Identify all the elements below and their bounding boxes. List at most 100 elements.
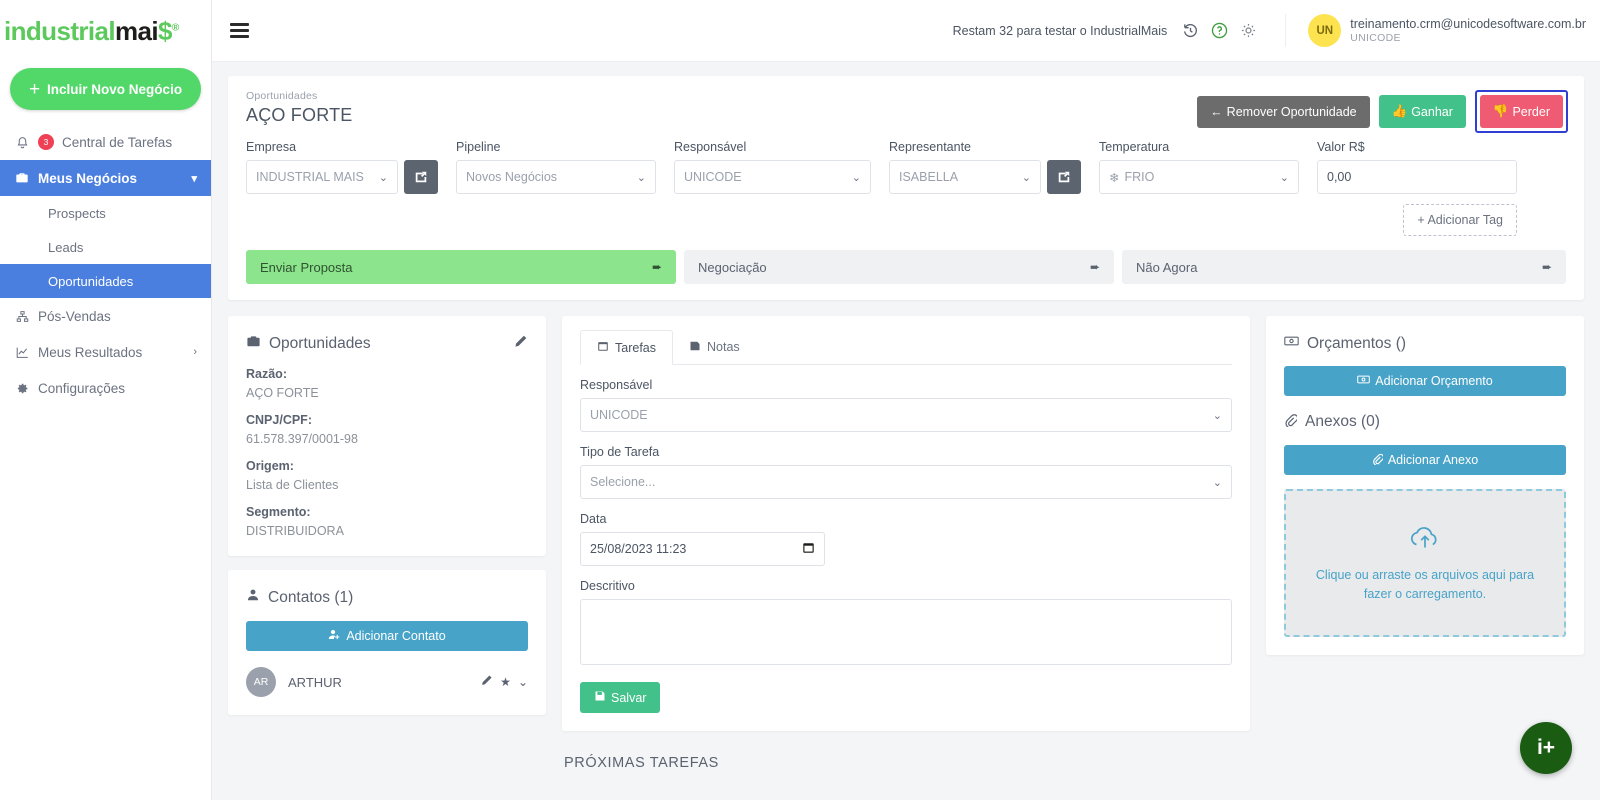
empresa-select[interactable]: INDUSTRIAL MAIS ⌄ xyxy=(246,160,398,194)
pipeline-select[interactable]: Novos Negócios ⌄ xyxy=(456,160,656,194)
adicionar-tag-button[interactable]: + Adicionar Tag xyxy=(1403,204,1517,236)
arrow-right-icon: ➨ xyxy=(1089,260,1100,274)
temperatura-select[interactable]: ❄ FRIO ⌄ xyxy=(1099,160,1299,194)
tab-notas[interactable]: Notas xyxy=(673,330,756,364)
salvar-button[interactable]: Salvar xyxy=(580,682,661,713)
user-account[interactable]: UN treinamento.crm@unicodesoftware.com.b… xyxy=(1285,14,1586,47)
lose-label: Perder xyxy=(1512,104,1550,119)
chevron-down-icon[interactable]: ⌄ xyxy=(517,675,528,689)
help-icon[interactable] xyxy=(1210,21,1229,40)
empresa-open-icon[interactable] xyxy=(404,160,438,194)
tipo-tarefa-select[interactable]: Selecione... ⌄ xyxy=(580,465,1232,499)
add-anexo-label: Adicionar Anexo xyxy=(1387,453,1479,467)
user-plus-icon xyxy=(328,628,341,644)
chevron-down-icon: ⌄ xyxy=(1212,409,1222,422)
opportunity-header-panel: Oportunidades AÇO FORTE ← Remover Oportu… xyxy=(228,76,1584,300)
adicionar-contato-button[interactable]: Adicionar Contato xyxy=(246,621,528,651)
field-label: Temperatura xyxy=(1099,140,1170,154)
adicionar-anexo-button[interactable]: Adicionar Anexo xyxy=(1284,445,1566,475)
responsavel-select[interactable]: UNICODE ⌄ xyxy=(674,160,871,194)
sidebar-item-meus-resultados[interactable]: Meus Resultados › xyxy=(0,334,211,370)
perder-button[interactable]: 👎 Perder xyxy=(1479,95,1563,128)
incluir-novo-negocio-button[interactable]: + Incluir Novo Negócio xyxy=(10,68,201,110)
chevron-right-icon: › xyxy=(193,346,197,358)
field-label: Responsável xyxy=(674,140,747,154)
task-responsavel-select[interactable]: UNICODE ⌄ xyxy=(580,398,1232,432)
adicionar-orcamento-button[interactable]: Adicionar Orçamento xyxy=(1284,366,1566,396)
logo-registered-mark: ® xyxy=(171,21,179,33)
tab-tarefas[interactable]: Tarefas xyxy=(580,330,673,365)
history-undo-icon[interactable] xyxy=(1181,21,1200,40)
representante-value: ISABELLA xyxy=(899,170,959,184)
hamburger-menu-icon[interactable] xyxy=(230,23,249,38)
sidebar-item-label: Configurações xyxy=(38,380,126,396)
sidebar-item-configuracoes[interactable]: Configurações xyxy=(0,370,211,406)
stage-negociacao[interactable]: Negociação ➨ xyxy=(684,250,1114,284)
star-icon[interactable]: ★ xyxy=(500,675,511,689)
sidebar-item-oportunidades[interactable]: Oportunidades xyxy=(0,264,211,298)
sidebar-item-pos-vendas[interactable]: Pós-Vendas xyxy=(0,298,211,334)
stage-enviar-proposta[interactable]: Enviar Proposta ➨ xyxy=(246,250,676,284)
valor-input[interactable]: 0,00 xyxy=(1317,160,1517,194)
representante-open-icon[interactable] xyxy=(1047,160,1081,194)
calendar-icon[interactable] xyxy=(802,541,815,557)
note-icon xyxy=(689,340,701,355)
contacts-title-label: Contatos (1) xyxy=(268,588,354,606)
edit-pencil-icon[interactable] xyxy=(480,674,493,690)
sidebar-item-label: Oportunidades xyxy=(48,273,134,289)
tasks-count-badge: 3 xyxy=(38,134,54,150)
header-actions: ← Remover Oportunidade 👍 Ganhar 👎 Perder xyxy=(1197,90,1568,133)
sidebar-item-meus-negocios[interactable]: Meus Negócios ▾ xyxy=(0,160,211,196)
descritivo-label: Descritivo xyxy=(580,579,635,593)
task-tabs: Tarefas Notas xyxy=(580,330,1232,365)
sidebar-item-label: Pós-Vendas xyxy=(38,308,111,324)
sidebar-item-label: Prospects xyxy=(48,205,106,221)
topbar: Restam 32 para testar o IndustrialMais xyxy=(212,0,1600,62)
chevron-down-icon: ⌄ xyxy=(636,171,646,184)
chevron-down-icon: ⌄ xyxy=(1021,171,1031,184)
remover-oportunidade-button[interactable]: ← Remover Oportunidade xyxy=(1197,95,1370,128)
logo-part-dollar: $ xyxy=(158,15,172,46)
floating-action-button[interactable]: i+ xyxy=(1520,722,1572,774)
ganhar-button[interactable]: 👍 Ganhar xyxy=(1378,95,1466,128)
stage-nao-agora[interactable]: Não Agora ➨ xyxy=(1122,250,1566,284)
add-contact-label: Adicionar Contato xyxy=(346,629,446,643)
page-title: AÇO FORTE xyxy=(246,105,353,125)
representante-select[interactable]: ISABELLA ⌄ xyxy=(889,160,1041,194)
field-label: Pipeline xyxy=(456,140,501,154)
stage-label: Negociação xyxy=(698,259,767,275)
content-area: Oportunidades AÇO FORTE ← Remover Oportu… xyxy=(212,62,1600,800)
cnpj-value: 61.578.397/0001-98 xyxy=(246,432,358,446)
descritivo-textarea[interactable] xyxy=(580,599,1232,665)
field-label: Empresa xyxy=(246,140,297,154)
money-icon xyxy=(1284,334,1299,353)
drop-zone-text: Clique ou arraste os arquivos aqui para … xyxy=(1315,568,1535,601)
money-icon xyxy=(1357,374,1371,388)
sidebar-item-leads[interactable]: Leads xyxy=(0,230,211,264)
briefcase-icon xyxy=(246,334,261,354)
contact-name: ARTHUR xyxy=(288,674,342,690)
bell-icon xyxy=(14,136,30,149)
edit-pencil-icon[interactable] xyxy=(513,334,528,354)
logo-part-industrial: industrial xyxy=(4,15,116,46)
field-label: Representante xyxy=(889,140,972,154)
tab-label: Tarefas xyxy=(615,340,656,355)
field-representante: Representante ISABELLA ⌄ xyxy=(889,140,1081,236)
file-drop-zone[interactable]: Clique ou arraste os arquivos aqui para … xyxy=(1284,489,1566,637)
sidebar-item-central-de-tarefas[interactable]: 3 Central de Tarefas xyxy=(0,124,211,160)
save-disk-icon xyxy=(594,690,606,705)
arrow-right-icon: ➨ xyxy=(1541,260,1552,274)
sidebar-item-prospects[interactable]: Prospects xyxy=(0,196,211,230)
brand-logo[interactable]: industrialmai$® xyxy=(0,0,211,62)
middle-column: Tarefas Notas Responsável UNICODE xyxy=(562,316,1250,771)
segmento-label: Segmento: xyxy=(246,505,311,519)
orcamentos-title: Orçamentos () xyxy=(1284,334,1566,353)
user-org: UNICODE xyxy=(1350,32,1401,45)
sidebar-item-label: Central de Tarefas xyxy=(62,134,173,150)
empresa-value: INDUSTRIAL MAIS xyxy=(256,170,364,184)
data-input[interactable]: 25/08/2023 11:23 xyxy=(580,532,825,566)
contact-list-item[interactable]: AR ARTHUR ★ ⌄ xyxy=(246,667,528,697)
avatar: UN xyxy=(1308,14,1342,47)
settings-gear-icon[interactable] xyxy=(1239,21,1258,40)
calendar-icon xyxy=(597,340,609,355)
